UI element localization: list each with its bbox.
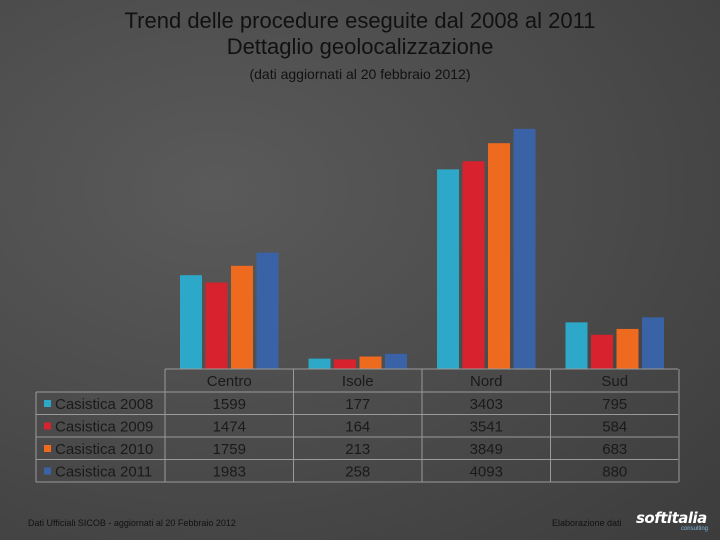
value-label-nord-casistica-2011: 4093 — [470, 464, 503, 481]
value-label-isole-casistica-2008: 177 — [345, 396, 370, 413]
legend-label-casistica-2011: Casistica 2011 — [55, 464, 152, 481]
value-label-centro-casistica-2011: 1983 — [213, 464, 246, 481]
source-note: Dati Ufficiali SICOB - aggiornati al 20 … — [28, 518, 236, 528]
value-label-sud-casistica-2011: 880 — [602, 464, 627, 481]
bar-isole-casistica-2009 — [334, 359, 356, 369]
bar-nord-casistica-2009 — [462, 161, 485, 369]
bar-centro-casistica-2008 — [180, 275, 202, 369]
bar-isole-casistica-2010 — [359, 356, 382, 369]
softitalia-logo: softitalia consulting — [636, 510, 716, 538]
title-line-1: Trend delle procedure eseguite dal 2008 … — [124, 8, 596, 33]
title-line-2: Dettaglio geolocalizzazione — [226, 34, 494, 59]
bar-centro-casistica-2011 — [256, 252, 279, 369]
legend-label-casistica-2008: Casistica 2008 — [55, 396, 153, 413]
value-label-isole-casistica-2010: 213 — [345, 441, 370, 458]
bar-sud-casistica-2011 — [642, 317, 664, 369]
value-label-sud-casistica-2008: 795 — [602, 396, 627, 413]
value-label-isole-casistica-2011: 258 — [345, 464, 370, 481]
value-label-nord-casistica-2008: 3403 — [470, 396, 503, 413]
bar-centro-casistica-2009 — [205, 282, 228, 369]
legend-swatch-casistica-2009 — [44, 422, 51, 430]
value-label-centro-casistica-2010: 1759 — [213, 441, 246, 458]
bar-nord-casistica-2008 — [437, 169, 459, 369]
credit-note: Elaborazione dati — [552, 518, 622, 528]
bar-sud-casistica-2010 — [616, 328, 639, 369]
bar-isole-casistica-2011 — [385, 353, 407, 369]
chart-subtitle: (dati aggiornati al 20 febbraio 2012) — [249, 66, 471, 82]
value-label-nord-casistica-2010: 3849 — [470, 441, 503, 458]
legend-swatch-casistica-2008 — [44, 400, 51, 407]
bar-sud-casistica-2009 — [591, 334, 613, 369]
value-label-centro-casistica-2008: 1599 — [213, 396, 246, 413]
legend-swatch-casistica-2010 — [44, 445, 51, 452]
bar-nord-casistica-2011 — [513, 128, 536, 369]
category-label-sud: Sud — [601, 373, 628, 390]
legend-swatch-casistica-2011 — [44, 467, 51, 475]
logo-subtext: consulting — [680, 526, 708, 532]
bar-isole-casistica-2008 — [308, 358, 331, 369]
category-label-nord: Nord — [470, 373, 503, 390]
category-label-centro: Centro — [207, 373, 252, 390]
legend-label-casistica-2009: Casistica 2009 — [55, 419, 153, 436]
chart-title: Trend delle procedure eseguite dal 2008 … — [0, 8, 720, 60]
logo-text: softitalia — [636, 509, 707, 527]
value-label-centro-casistica-2009: 1474 — [213, 419, 246, 436]
bar-sud-casistica-2008 — [565, 322, 588, 369]
bar-centro-casistica-2010 — [231, 265, 253, 369]
value-label-sud-casistica-2010: 683 — [602, 441, 627, 458]
bar-nord-casistica-2010 — [488, 143, 510, 369]
value-label-isole-casistica-2009: 164 — [345, 419, 370, 436]
value-label-sud-casistica-2009: 584 — [602, 419, 627, 436]
value-label-nord-casistica-2009: 3541 — [470, 419, 503, 436]
legend-label-casistica-2010: Casistica 2010 — [55, 441, 153, 458]
category-label-isole: Isole — [342, 373, 374, 390]
